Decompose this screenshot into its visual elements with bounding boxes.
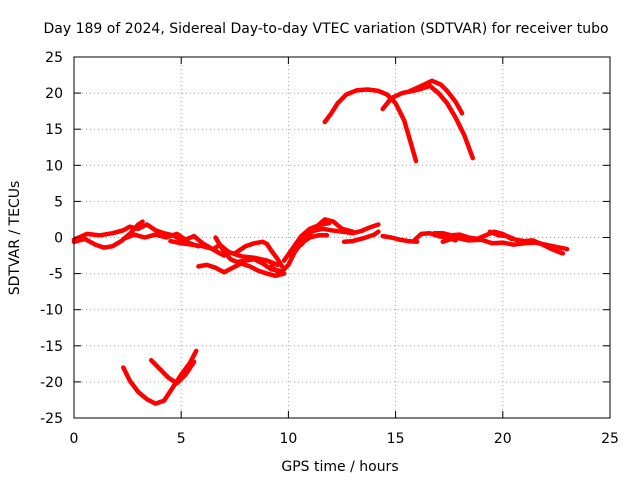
y-tick-label: 15 bbox=[45, 122, 63, 138]
series-line-track-7 bbox=[232, 239, 285, 269]
series-line-track-22 bbox=[148, 357, 197, 386]
y-tick-label: -25 bbox=[40, 411, 63, 427]
y-tick-label: -10 bbox=[40, 303, 63, 319]
y-axis-label: SDTVAR / TECUs bbox=[7, 181, 23, 296]
y-tick-label: 5 bbox=[54, 194, 63, 210]
y-tick-label: -15 bbox=[40, 339, 63, 355]
x-tick-label: 15 bbox=[387, 431, 405, 447]
x-tick-label: 5 bbox=[177, 431, 186, 447]
y-tick-label: -5 bbox=[49, 267, 63, 283]
series-line-track-10 bbox=[286, 222, 381, 258]
series-line-track-21 bbox=[121, 348, 199, 406]
x-tick-label: 25 bbox=[601, 431, 619, 447]
series-line-track-6 bbox=[196, 261, 287, 279]
x-tick-label: 10 bbox=[279, 431, 297, 447]
series-line-track-3 bbox=[121, 231, 227, 258]
axis-ticks: 0 5 10 15 20 25 -25 -20 -15 -10 -5 0 5 10 15 20 25 bbox=[40, 50, 619, 447]
y-tick-label: -20 bbox=[40, 375, 63, 391]
x-tick-label: 20 bbox=[494, 431, 512, 447]
series-line-track-1 bbox=[71, 222, 201, 249]
series-line-track-12 bbox=[341, 229, 381, 245]
series-line-track-20 bbox=[406, 78, 465, 116]
y-tick-label: 20 bbox=[45, 86, 63, 102]
series-line-track-13 bbox=[380, 233, 420, 245]
x-axis-label: GPS time / hours bbox=[281, 459, 398, 475]
series-group bbox=[71, 78, 570, 406]
series-line-track-18 bbox=[322, 87, 419, 164]
grid bbox=[74, 57, 610, 418]
series-line-track-17 bbox=[487, 229, 566, 256]
series-line-track-8 bbox=[268, 233, 330, 276]
y-tick-label: 0 bbox=[54, 231, 63, 247]
series-line-track-2 bbox=[71, 219, 145, 250]
x-tick-label: 0 bbox=[70, 431, 79, 447]
y-tick-label: 25 bbox=[45, 50, 63, 66]
series-line-track-11 bbox=[299, 217, 355, 247]
chart-title: Day 189 of 2024, Sidereal Day-to-day VTE… bbox=[43, 21, 608, 37]
y-tick-label: 10 bbox=[45, 158, 63, 174]
series-line-track-19 bbox=[380, 83, 476, 161]
